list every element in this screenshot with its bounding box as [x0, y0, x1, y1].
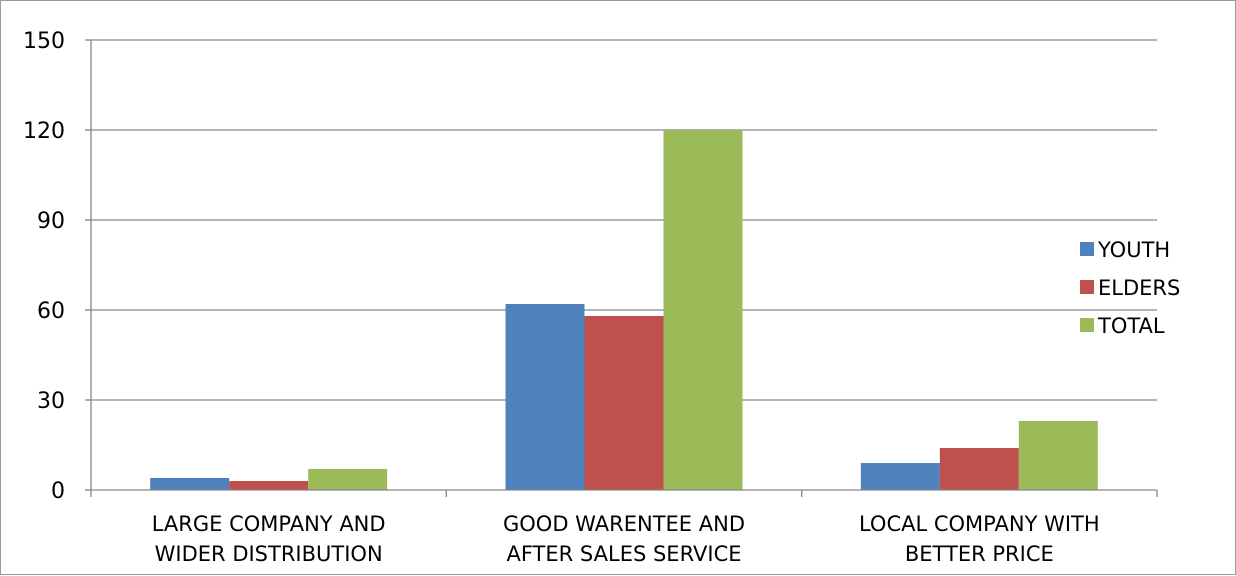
bars [150, 130, 1098, 490]
x-category-label: WIDER DISTRIBUTION [155, 542, 383, 566]
y-tick-label: 90 [37, 209, 65, 234]
bar-elders-2 [939, 448, 1019, 490]
legend-label-youth: YOUTH [1097, 238, 1170, 262]
legend-label-total: TOTAL [1097, 314, 1165, 338]
y-tick-label: 150 [23, 29, 65, 54]
axes [85, 39, 1158, 497]
bar-total-0 [308, 469, 388, 490]
x-category-label: AFTER SALES SERVICE [506, 542, 741, 566]
bar-elders-0 [229, 481, 309, 490]
bar-total-1 [663, 130, 743, 490]
legend-swatch-elders [1080, 280, 1094, 294]
gridlines [91, 39, 1157, 401]
legend-label-elders: ELDERS [1098, 276, 1180, 300]
y-tick-label: 60 [37, 299, 65, 324]
x-category-label: BETTER PRICE [905, 542, 1054, 566]
y-tick-label: 0 [51, 479, 65, 504]
legend-swatch-youth [1080, 242, 1094, 256]
bar-youth-1 [505, 304, 585, 490]
x-category-label: LOCAL COMPANY WITH [859, 512, 1100, 536]
x-category-labels: LARGE COMPANY AND WIDER DISTRIBUTION GOOD … [152, 512, 1100, 566]
y-tick-label: 120 [23, 119, 65, 144]
x-category-label: GOOD WARENTEE AND [503, 512, 745, 536]
bar-elders-1 [584, 316, 664, 490]
bar-total-2 [1018, 421, 1098, 490]
legend: YOUTH ELDERS TOTAL [1080, 238, 1180, 338]
bar-youth-0 [150, 478, 230, 490]
y-tick-labels: 0 30 60 90 120 150 [23, 29, 65, 504]
y-tick-label: 30 [37, 389, 65, 414]
bar-youth-2 [860, 463, 940, 490]
legend-swatch-total [1080, 318, 1094, 332]
x-category-label: LARGE COMPANY AND [152, 512, 386, 536]
